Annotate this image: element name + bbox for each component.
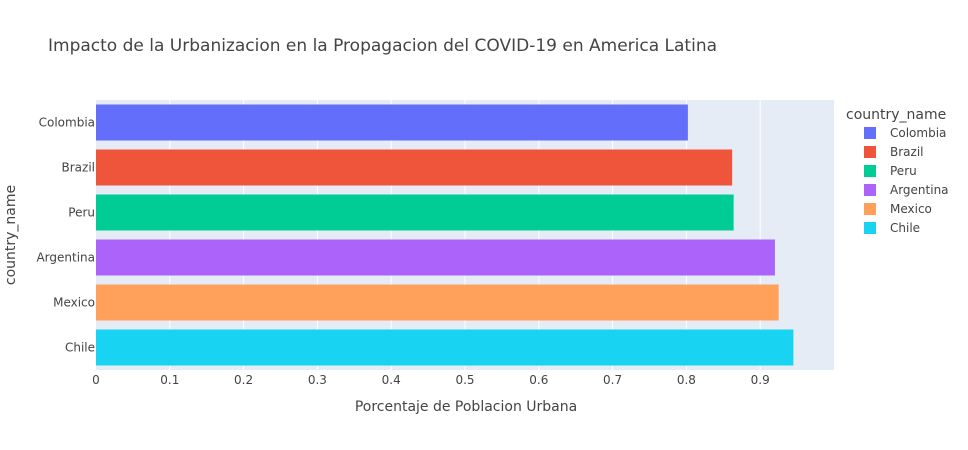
x-tick-label: 0.3 bbox=[308, 373, 327, 387]
x-tick-label: 0.9 bbox=[751, 373, 770, 387]
y-tick-label: Argentina bbox=[36, 251, 95, 265]
x-tick-label: 0.8 bbox=[677, 373, 696, 387]
gridlines bbox=[169, 100, 761, 370]
legend-label[interactable]: Chile bbox=[890, 221, 920, 235]
legend-label[interactable]: Colombia bbox=[890, 126, 946, 140]
y-tick-label: Colombia bbox=[39, 116, 95, 130]
x-axis-title: Porcentaje de Poblacion Urbana bbox=[355, 399, 577, 415]
y-tick-label: Brazil bbox=[62, 161, 96, 175]
y-axis-ticks: Colombia Brazil Peru Argentina Mexico Chile bbox=[36, 116, 95, 355]
y-tick-label: Chile bbox=[65, 341, 95, 355]
legend-swatch[interactable] bbox=[864, 184, 876, 196]
y-tick-label: Peru bbox=[68, 206, 95, 220]
x-axis-ticks: 0 0.1 0.2 0.3 0.4 0.5 0.6 0.7 0.8 0.9 bbox=[92, 373, 770, 387]
legend-swatch[interactable] bbox=[864, 203, 876, 215]
legend-swatch[interactable] bbox=[864, 165, 876, 177]
bar-chile[interactable] bbox=[96, 329, 794, 366]
x-tick-label: 0.5 bbox=[455, 373, 474, 387]
legend-label[interactable]: Mexico bbox=[890, 202, 932, 216]
legend-swatch[interactable] bbox=[864, 222, 876, 234]
y-tick-label: Mexico bbox=[53, 296, 95, 310]
bar-colombia[interactable] bbox=[96, 104, 688, 141]
x-tick-label: 0.1 bbox=[160, 373, 179, 387]
legend-label[interactable]: Peru bbox=[890, 164, 917, 178]
bar-peru[interactable] bbox=[96, 194, 734, 231]
bar-mexico[interactable] bbox=[96, 284, 779, 321]
legend-label[interactable]: Brazil bbox=[890, 145, 924, 159]
x-tick-label: 0 bbox=[92, 373, 100, 387]
bar-brazil[interactable] bbox=[96, 149, 733, 186]
legend-swatch[interactable] bbox=[864, 146, 876, 158]
x-tick-label: 0.4 bbox=[382, 373, 401, 387]
legend: country_name Colombia Brazil Peru Argentina… bbox=[846, 107, 949, 235]
legend-title: country_name bbox=[846, 107, 946, 123]
x-tick-label: 0.2 bbox=[234, 373, 253, 387]
y-axis-title: country_name bbox=[3, 185, 19, 285]
x-tick-label: 0.6 bbox=[529, 373, 548, 387]
legend-label[interactable]: Argentina bbox=[890, 183, 949, 197]
bars bbox=[96, 104, 794, 366]
legend-swatch[interactable] bbox=[864, 127, 876, 139]
bar-argentina[interactable] bbox=[96, 239, 775, 276]
chart-title: Impacto de la Urbanizacion en la Propaga… bbox=[48, 36, 717, 56]
x-tick-label: 0.7 bbox=[603, 373, 622, 387]
